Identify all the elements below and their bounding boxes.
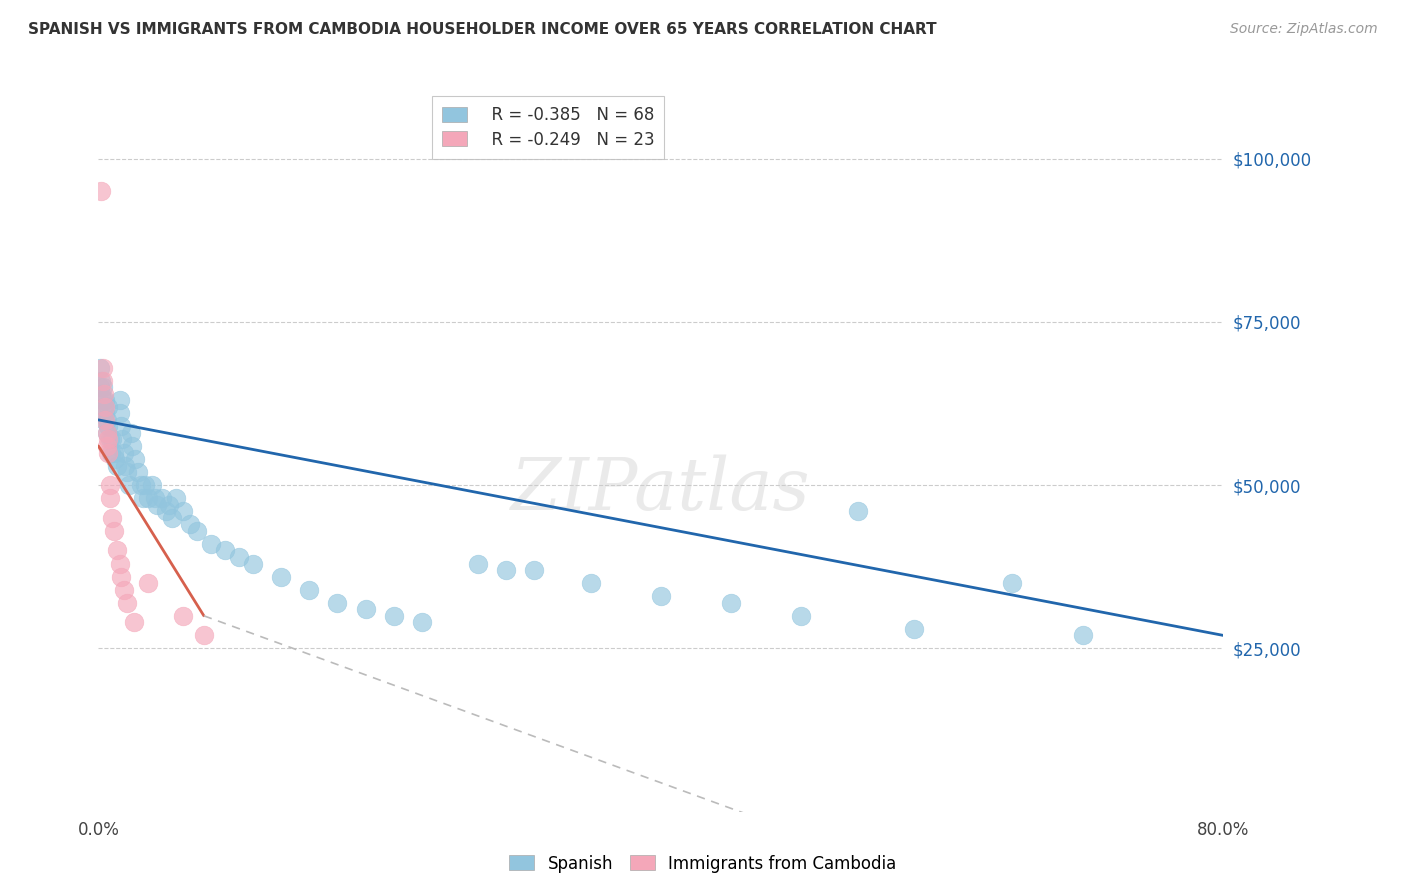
Point <box>98 478 121 492</box>
Point <box>160 511 183 525</box>
Point <box>97 400 120 414</box>
Point <box>110 419 132 434</box>
Point <box>165 491 187 506</box>
Point <box>143 491 166 506</box>
Point <box>112 445 135 459</box>
Point <box>105 543 128 558</box>
Point <box>91 380 114 394</box>
Point <box>200 537 222 551</box>
Point <box>903 622 925 636</box>
Point <box>157 498 180 512</box>
Point <box>846 504 869 518</box>
Legend:   R = -0.385   N = 68,   R = -0.249   N = 23: R = -0.385 N = 68, R = -0.249 N = 23 <box>433 96 664 159</box>
Point <box>523 563 546 577</box>
Point <box>108 557 131 571</box>
Point <box>141 478 163 492</box>
Point <box>97 419 120 434</box>
Point <box>90 374 112 388</box>
Point <box>93 400 115 414</box>
Point <box>242 557 264 571</box>
Point <box>382 608 405 623</box>
Point <box>97 433 120 447</box>
Point <box>101 511 124 525</box>
Point <box>720 596 742 610</box>
Point <box>136 576 159 591</box>
Point <box>650 589 672 603</box>
Point <box>179 517 201 532</box>
Point <box>96 439 118 453</box>
Point <box>172 608 194 623</box>
Legend: Spanish, Immigrants from Cambodia: Spanish, Immigrants from Cambodia <box>503 848 903 880</box>
Point <box>91 393 114 408</box>
Point <box>111 433 134 447</box>
Point <box>96 425 118 440</box>
Point <box>94 413 117 427</box>
Point <box>132 491 155 506</box>
Point <box>495 563 517 577</box>
Point <box>134 478 156 492</box>
Point <box>98 491 121 506</box>
Point <box>122 615 145 630</box>
Point <box>89 380 111 394</box>
Point <box>172 504 194 518</box>
Point <box>115 596 138 610</box>
Point <box>103 524 125 538</box>
Point <box>103 445 125 459</box>
Point <box>118 478 141 492</box>
Point <box>298 582 321 597</box>
Point <box>104 452 127 467</box>
Point <box>105 458 128 473</box>
Point <box>91 374 114 388</box>
Point <box>108 393 131 408</box>
Point <box>354 602 377 616</box>
Text: Source: ZipAtlas.com: Source: ZipAtlas.com <box>1230 22 1378 37</box>
Point <box>326 596 349 610</box>
Point <box>114 458 136 473</box>
Point <box>146 498 169 512</box>
Point <box>790 608 813 623</box>
Point <box>97 445 120 459</box>
Point <box>155 504 177 518</box>
Point <box>1071 628 1094 642</box>
Point <box>1001 576 1024 591</box>
Point <box>94 393 117 408</box>
Point <box>110 569 132 583</box>
Point <box>112 582 135 597</box>
Point <box>214 543 236 558</box>
Point <box>89 360 111 375</box>
Point <box>270 569 292 583</box>
Text: SPANISH VS IMMIGRANTS FROM CAMBODIA HOUSEHOLDER INCOME OVER 65 YEARS CORRELATION: SPANISH VS IMMIGRANTS FROM CAMBODIA HOUS… <box>28 22 936 37</box>
Point <box>115 465 138 479</box>
Point <box>101 433 124 447</box>
Point <box>108 406 131 420</box>
Point <box>186 524 208 538</box>
Point <box>129 478 152 492</box>
Point <box>136 491 159 506</box>
Point <box>93 413 115 427</box>
Point <box>94 400 117 414</box>
Point <box>150 491 173 506</box>
Point <box>411 615 433 630</box>
Text: ZIPatlas: ZIPatlas <box>510 455 811 525</box>
Point <box>467 557 489 571</box>
Point <box>93 386 115 401</box>
Point <box>96 413 118 427</box>
Point <box>579 576 602 591</box>
Point <box>96 425 118 440</box>
Point <box>90 386 112 401</box>
Point <box>90 184 112 198</box>
Point <box>100 445 122 459</box>
Point <box>228 549 250 564</box>
Point <box>127 465 149 479</box>
Point <box>98 433 121 447</box>
Point <box>94 406 117 420</box>
Point <box>121 439 143 453</box>
Point <box>91 360 114 375</box>
Point <box>193 628 215 642</box>
Point <box>124 452 146 467</box>
Point <box>120 425 142 440</box>
